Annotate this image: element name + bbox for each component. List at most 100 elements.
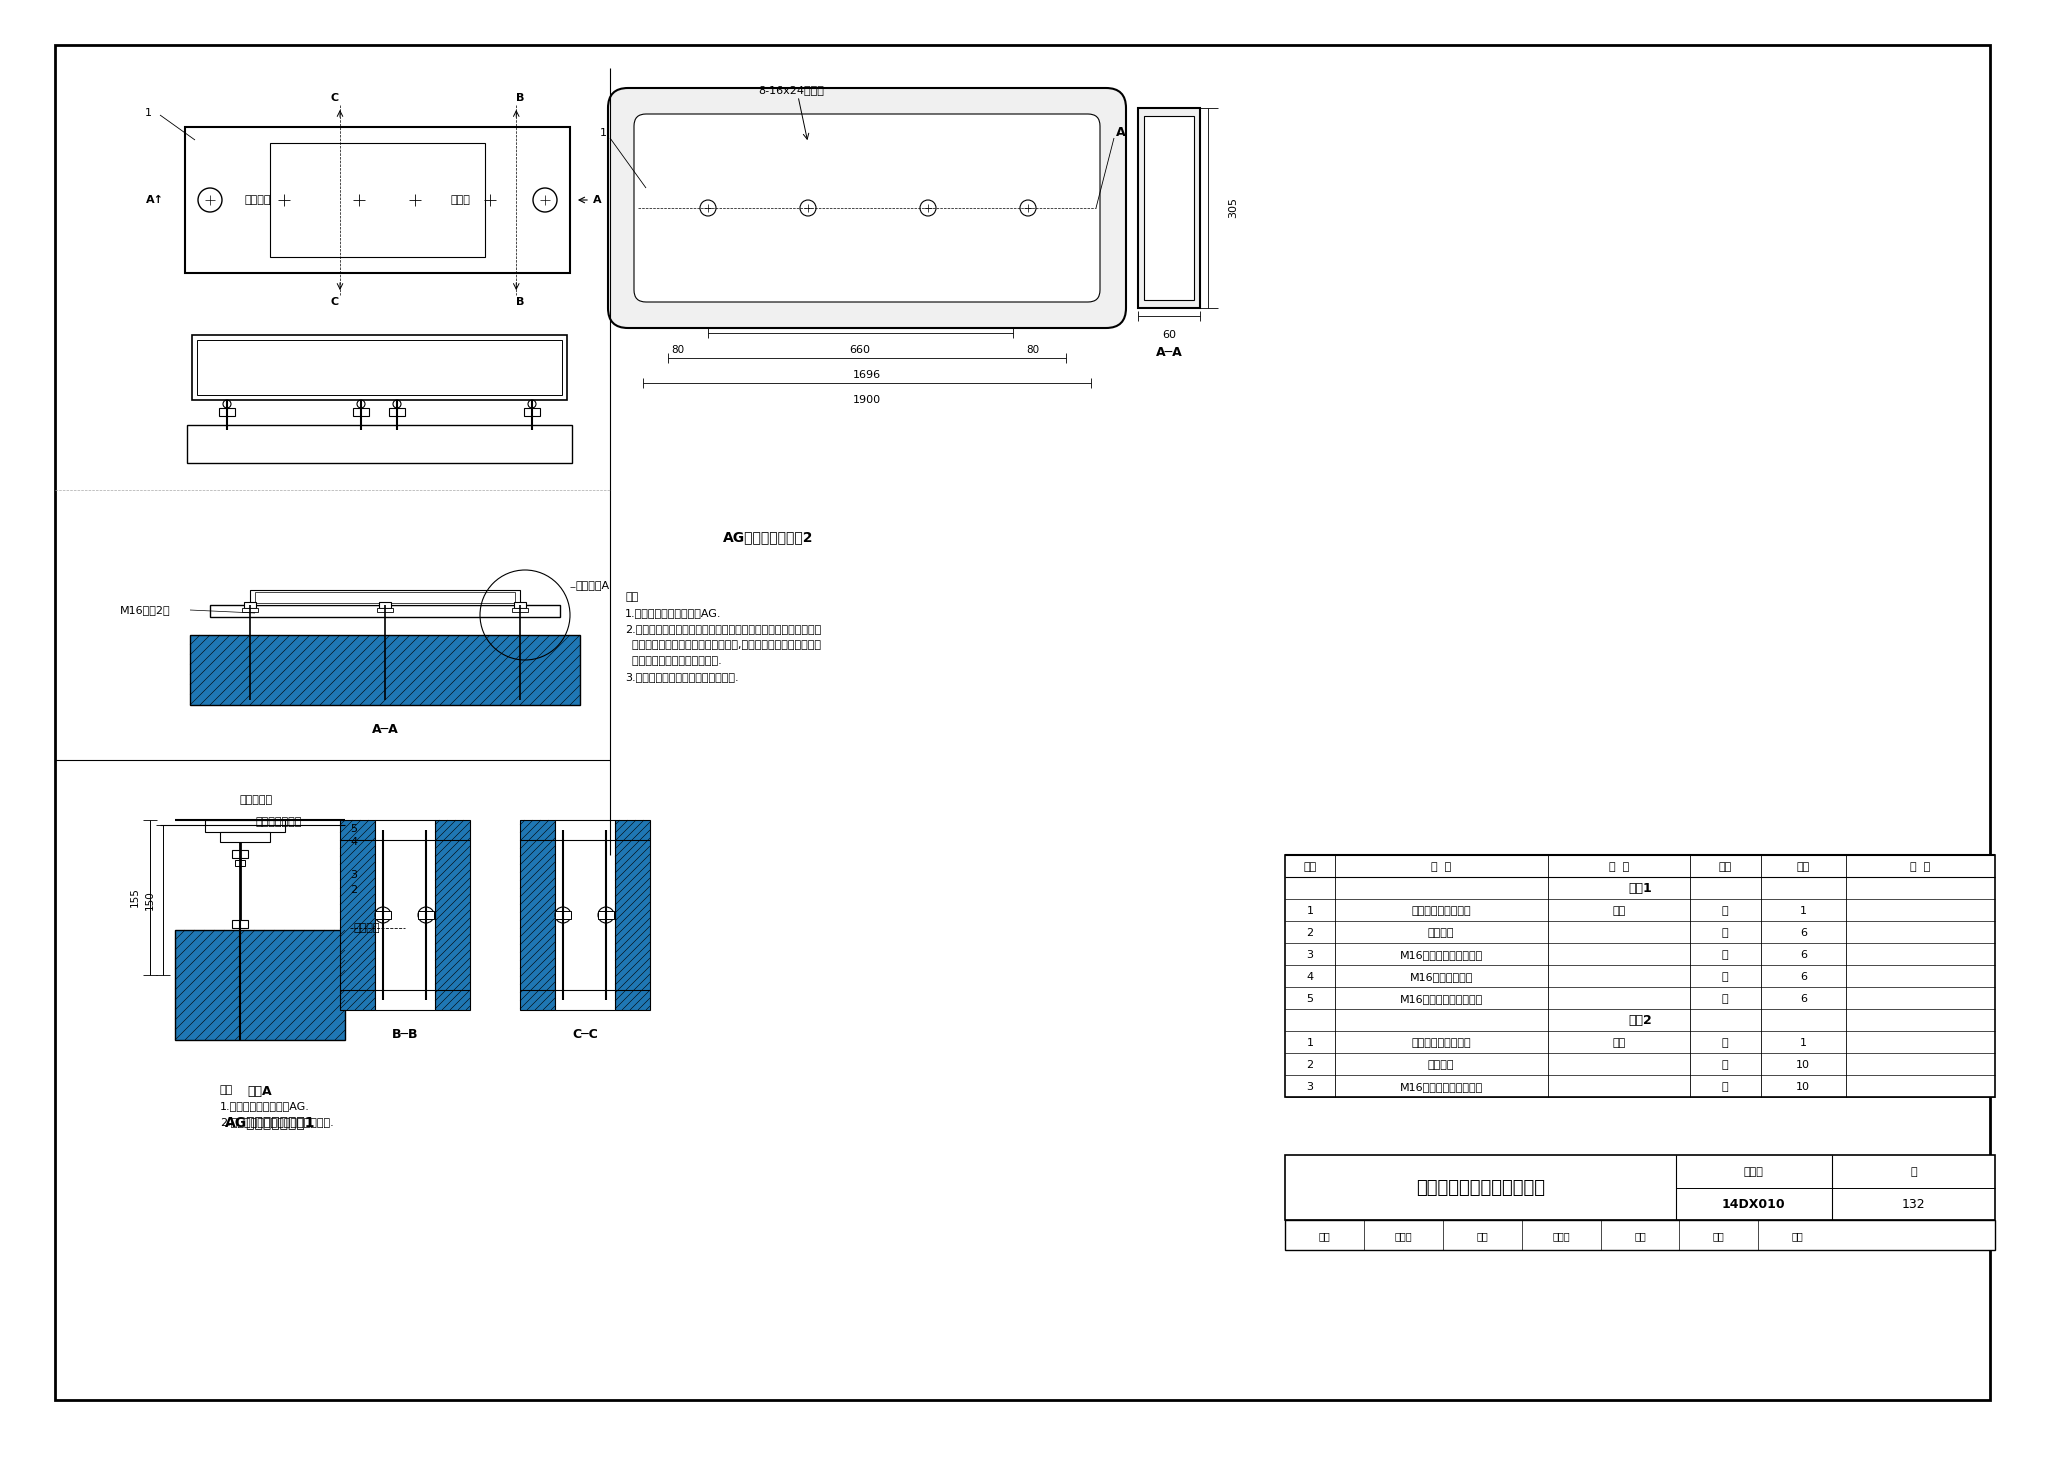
Bar [174,930,344,1040]
Text: 5: 5 [1307,994,1313,1004]
Bar [434,820,469,1010]
Text: 注：: 注： [625,592,639,602]
Text: 8-16x24安装孔: 8-16x24安装孔 [758,85,823,95]
Text: 装位置用记号笔标出相应的安装孔位,确保设备安装的位置与设计: 装位置用记号笔标出相应的安装孔位,确保设备安装的位置与设计 [625,640,821,650]
Text: 2.本图为来厂家产品举例，仅供参考.: 2.本图为来厂家产品举例，仅供参考. [219,1118,334,1128]
Text: 3: 3 [350,870,356,880]
Text: 1: 1 [1800,1037,1806,1048]
Text: 设计: 设计 [1634,1231,1647,1241]
Text: 1: 1 [1307,1037,1313,1048]
Text: 页: 页 [1911,1167,1917,1177]
Bar [555,820,614,1010]
Bar [352,408,369,417]
Text: 范峰: 范峰 [1792,1231,1804,1241]
Text: 备  注: 备 注 [1911,863,1931,871]
Bar [190,635,580,705]
FancyBboxPatch shape [635,114,1100,302]
Text: 套: 套 [1722,994,1729,1004]
Text: 1.本图为不需要焊接安装AG.: 1.本图为不需要焊接安装AG. [625,608,721,618]
Bar [514,602,526,608]
Text: M16螺母、弹簧圈、平垫: M16螺母、弹簧圈、平垫 [1399,994,1483,1004]
Bar [236,860,246,865]
Text: 名  称: 名 称 [1432,863,1452,871]
Text: 装修大理石表面: 装修大理石表面 [256,817,301,828]
Text: 1: 1 [1307,906,1313,916]
Text: 1: 1 [1800,906,1806,916]
FancyBboxPatch shape [608,87,1126,328]
Bar [520,820,555,1010]
Bar [418,911,434,919]
Bar [184,127,569,272]
Text: A─A: A─A [371,723,399,736]
Bar [555,911,571,919]
Text: 套: 套 [1722,906,1729,916]
Text: A↑: A↑ [145,195,164,205]
Text: 套: 套 [1722,1061,1729,1069]
Bar [340,820,375,1010]
Text: 底座上表面: 底座上表面 [240,796,272,806]
Text: 10: 10 [1796,1061,1810,1069]
Bar [520,820,555,1010]
Text: 膨胀螺丝: 膨胀螺丝 [1427,1061,1454,1069]
Text: 3: 3 [1307,1083,1313,1091]
Bar [186,425,571,463]
Bar [205,820,285,832]
Bar [244,602,256,608]
Text: 基础底面及膨胀螺栓: 基础底面及膨胀螺栓 [1411,906,1470,916]
Text: 付费区: 付费区 [451,195,469,205]
Bar [256,592,514,603]
Text: 组件: 组件 [1612,1037,1626,1048]
Text: 王向东: 王向东 [1395,1231,1413,1241]
Text: A: A [594,195,602,205]
Bar [219,832,270,842]
Bar [219,408,236,417]
Bar [512,608,528,612]
Bar [211,605,559,616]
Text: 80: 80 [672,345,684,356]
Bar [614,820,649,1010]
Bar [250,590,520,605]
Text: 非付费区: 非付费区 [244,195,270,205]
Text: 4: 4 [1307,972,1313,982]
Bar [193,335,567,401]
Text: 660: 660 [850,345,870,356]
Text: 单位: 单位 [1718,863,1733,871]
Bar [1284,1220,1995,1250]
Text: M16螺母、弹垫、大垫圈: M16螺母、弹垫、大垫圈 [1399,950,1483,960]
Text: 6: 6 [1800,950,1806,960]
Text: 注：: 注： [219,1085,233,1096]
Text: 3: 3 [1307,950,1313,960]
Text: 2: 2 [1307,1061,1313,1069]
Text: 图集号: 图集号 [1743,1167,1763,1177]
Text: 细节A: 细节A [248,1085,272,1099]
Text: 1: 1 [600,128,606,138]
Text: 自动检票机底座安装图举例: 自动检票机底座安装图举例 [1415,1180,1544,1198]
Text: 序号: 序号 [1303,863,1317,871]
Bar [1284,855,1995,1097]
Text: 80: 80 [1026,345,1040,356]
Bar [389,408,406,417]
Text: 2: 2 [1307,928,1313,938]
Text: 4: 4 [350,836,356,847]
Bar [270,143,485,256]
Text: 10: 10 [1796,1083,1810,1091]
Text: 155: 155 [129,887,139,906]
Text: 石峰: 石峰 [1712,1231,1724,1241]
Text: 14DX010: 14DX010 [1722,1198,1786,1211]
Text: B─B: B─B [391,1029,418,1040]
Text: 套: 套 [1722,1037,1729,1048]
Text: 要求完全一致，安装孔位一致.: 要求完全一致，安装孔位一致. [625,656,721,666]
Text: 1: 1 [145,108,152,118]
Text: B: B [516,297,524,307]
Text: 6: 6 [1800,928,1806,938]
Text: 孙东山: 孙东山 [1552,1231,1571,1241]
Text: 5: 5 [350,825,356,833]
Bar [340,820,375,1010]
Text: 套: 套 [1722,972,1729,982]
Bar [375,820,434,1010]
Text: 数量: 数量 [1796,863,1810,871]
Bar [524,408,541,417]
Text: 举例1: 举例1 [1628,883,1653,896]
Text: 60: 60 [1161,329,1176,339]
Bar [197,339,561,395]
